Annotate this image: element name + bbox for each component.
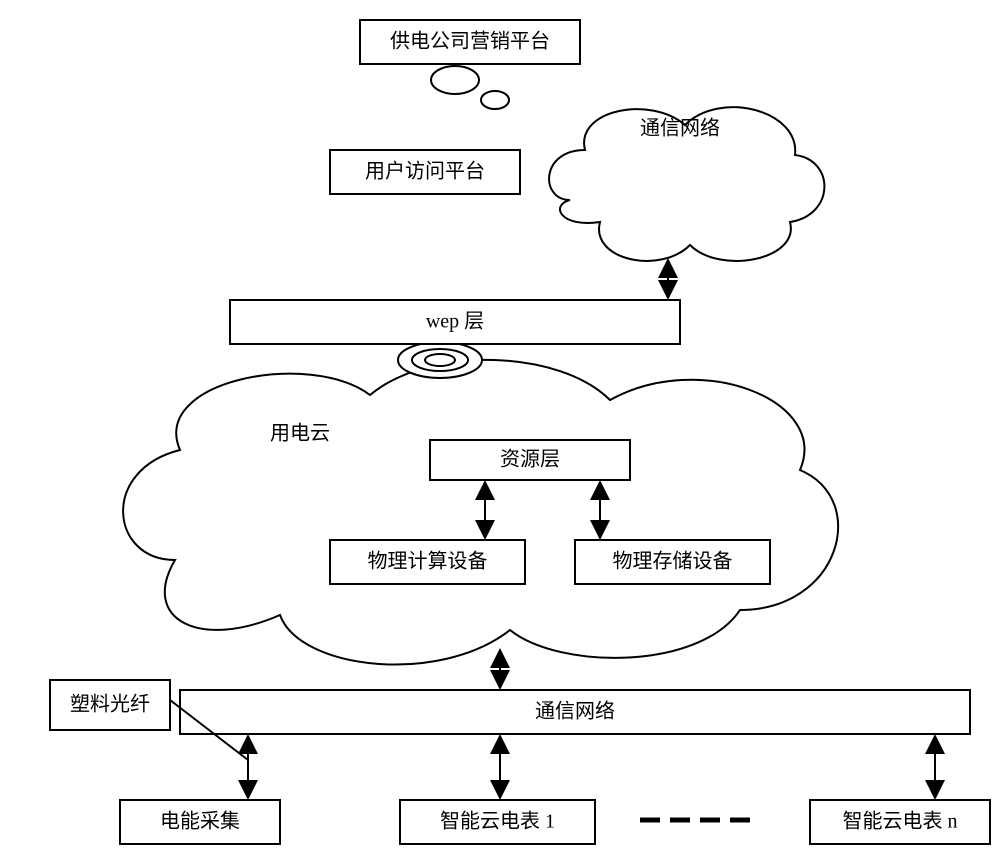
resource_layer-label: 资源层 [500,448,560,471]
energy_collect-label: 电能采集 [160,810,240,833]
power-cloud-label: 用电云 [270,422,330,445]
system-architecture-diagram: 用电云通信网络供电公司营销平台用户访问平台wep 层资源层物理计算设备物理存储设… [0,0,1000,867]
plastic_fiber-label: 塑料光纤 [70,693,150,716]
sales_platform-label: 供电公司营销平台 [390,30,550,53]
thought-bubble-0 [431,66,479,94]
comm-network-cloud-label: 通信网络 [640,117,720,140]
thought-bubble-1 [481,91,509,109]
phys_compute-label: 物理计算设备 [368,550,488,573]
smart_meter_1-label: 智能云电表 1 [440,810,555,833]
comm_net_box-label: 通信网络 [535,700,615,723]
phys_storage-label: 物理存储设备 [613,550,733,573]
user_access-label: 用户访问平台 [365,160,485,183]
smart_meter_n-label: 智能云电表 n [843,810,958,833]
ellipse-ring-2 [425,354,455,366]
wep_layer-label: wep 层 [426,311,484,333]
power-cloud [123,360,838,665]
